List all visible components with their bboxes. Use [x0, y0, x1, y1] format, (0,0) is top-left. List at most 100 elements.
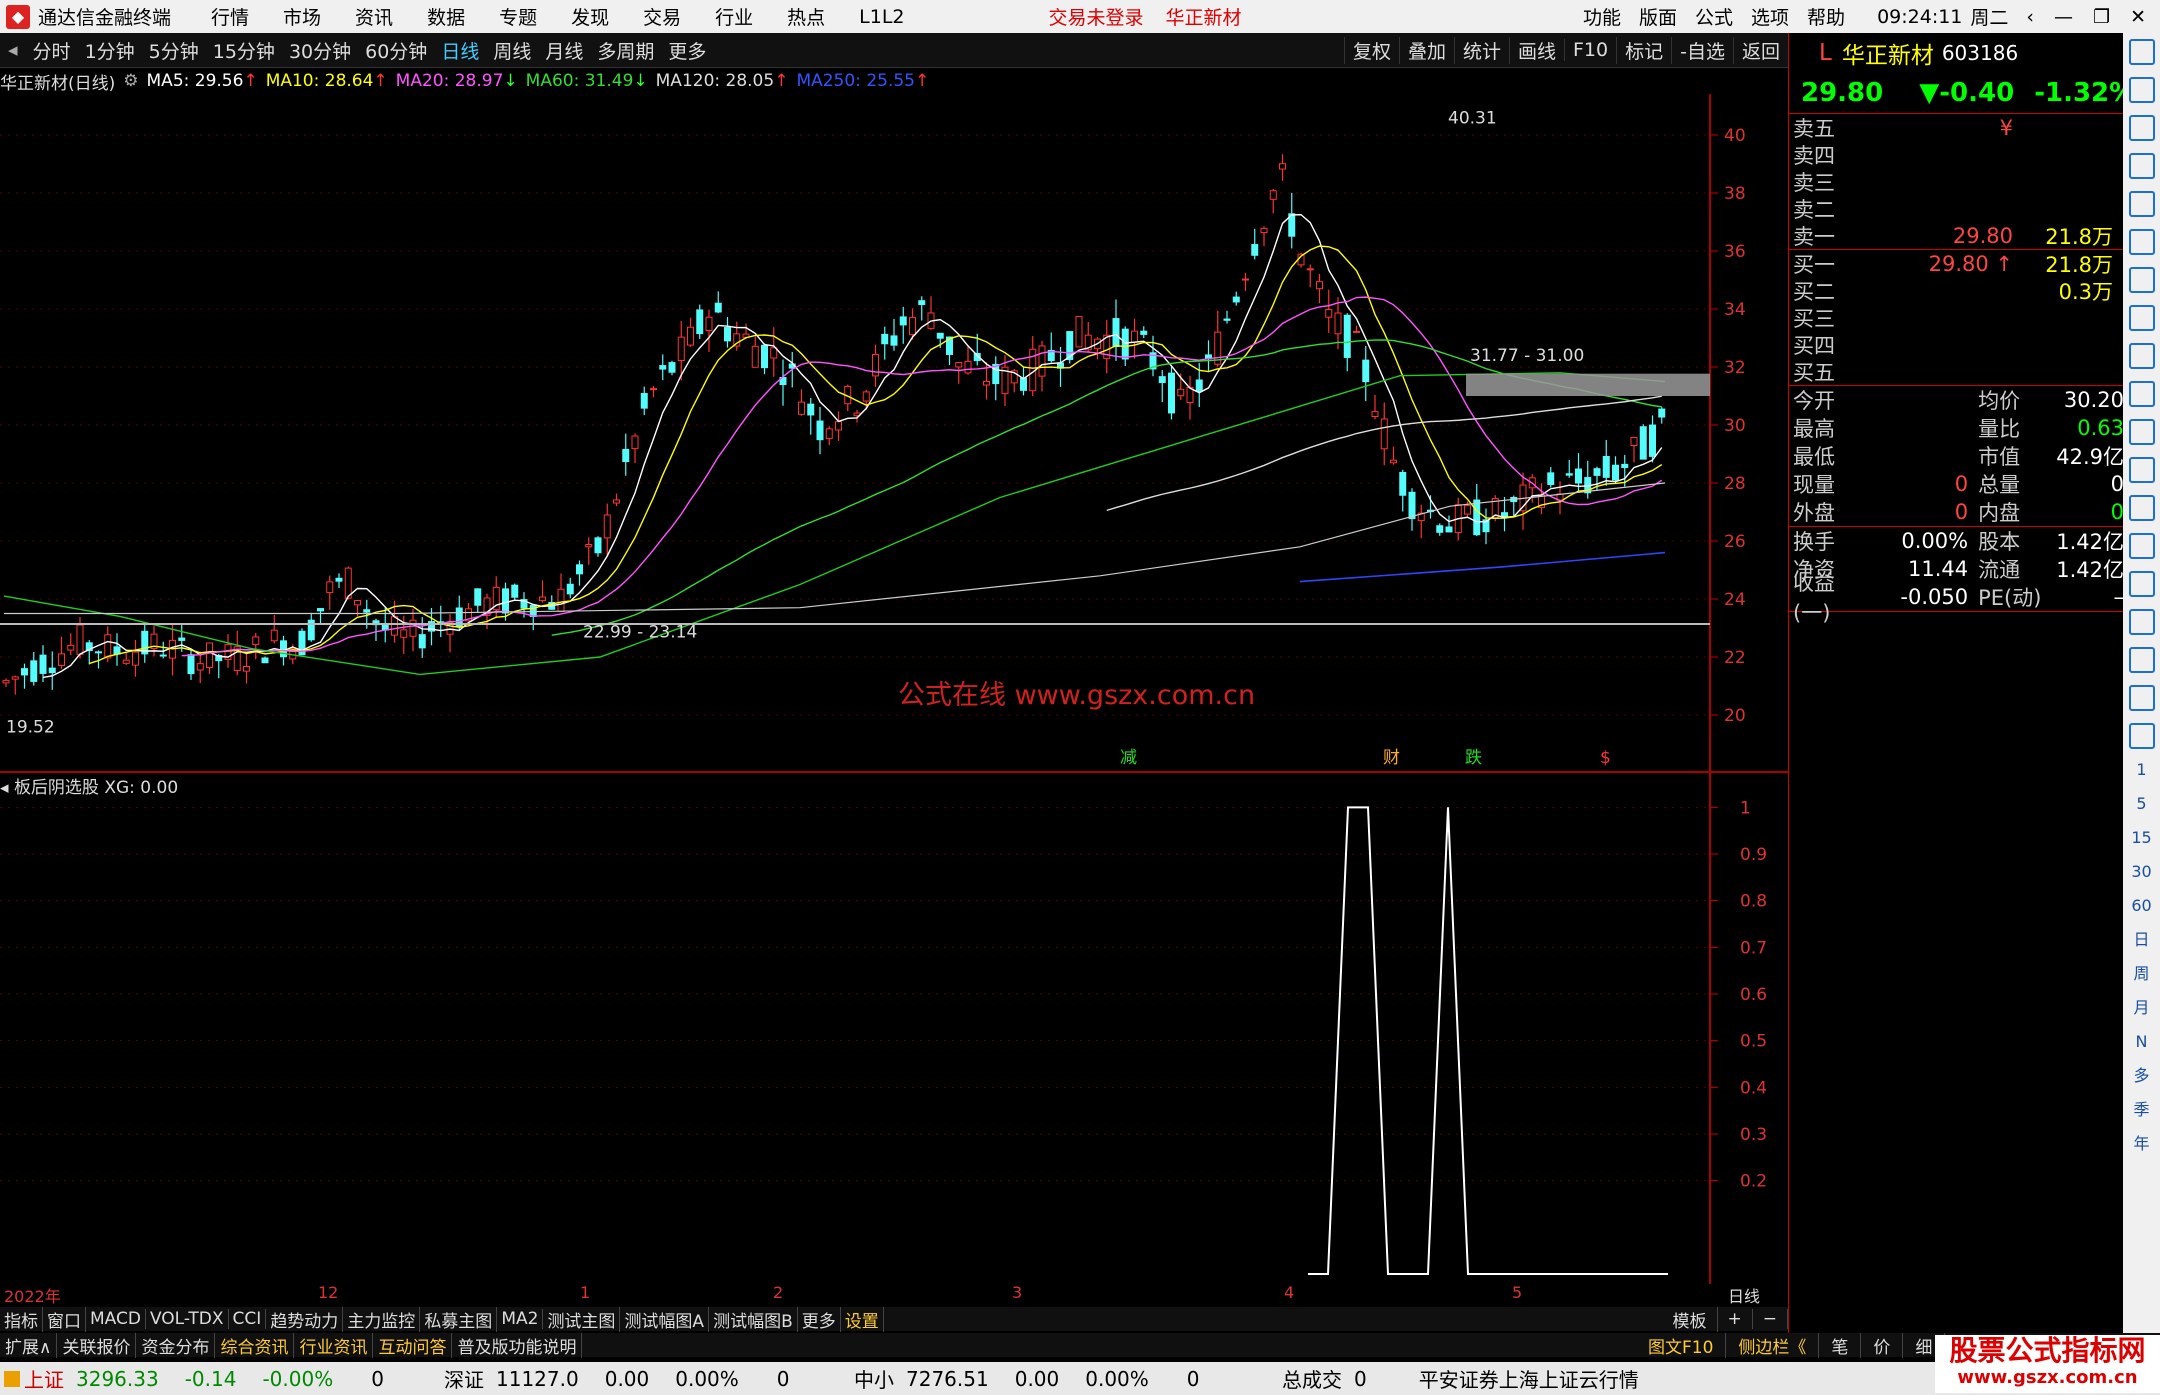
collapse-icon[interactable]: ◂ — [8, 39, 18, 61]
sell-row-3[interactable]: 卖二 — [1793, 195, 2124, 222]
toolbar-btn-4[interactable]: F10 — [1564, 39, 1616, 61]
indicator-tab-2[interactable]: MACD — [86, 1309, 146, 1329]
sidebar-tool-icon[interactable] — [2128, 419, 2155, 445]
sidebar-tool-icon[interactable] — [2128, 115, 2155, 141]
bottom-tab-4[interactable]: 行业资讯 — [294, 1332, 374, 1358]
bottom-tab-6[interactable]: 普及版功能说明 — [452, 1332, 583, 1358]
period-tab-5[interactable]: 60分钟 — [365, 40, 428, 63]
sidebar-period-4[interactable]: 60 — [2131, 896, 2152, 915]
buy-row-4[interactable]: 买五 — [1793, 358, 2124, 385]
period-tab-3[interactable]: 15分钟 — [212, 40, 275, 63]
bottom-right-tab-0[interactable]: 图文F10 — [1636, 1332, 1727, 1358]
sidebar-tool-icon[interactable] — [2128, 153, 2155, 179]
sidebar-tool-icon[interactable] — [2128, 533, 2155, 559]
menu-item-4[interactable]: 专题 — [499, 7, 538, 29]
restore-icon[interactable]: ❐ — [2093, 5, 2111, 28]
sell-row-0[interactable]: 卖五 ¥ — [1793, 114, 2124, 141]
menu-item-6[interactable]: 交易 — [643, 7, 682, 29]
sidebar-tool-icon[interactable] — [2128, 267, 2155, 293]
indicator-tab-11[interactable]: 测试幅图B — [709, 1306, 798, 1332]
period-tab-9[interactable]: 多周期 — [597, 40, 655, 63]
toolbar-btn-2[interactable]: 统计 — [1453, 36, 1509, 64]
period-tab-2[interactable]: 5分钟 — [148, 40, 199, 63]
index-2[interactable]: 中小 7276.51 0.00 0.00% 0 — [854, 1364, 1264, 1393]
indicator-tab-13[interactable]: 设置 — [841, 1306, 884, 1332]
bottom-tab-2[interactable]: 资金分布 — [136, 1332, 216, 1358]
period-tab-7[interactable]: 周线 — [493, 40, 532, 63]
right-menu-item-3[interactable]: 选项 — [1751, 7, 1790, 29]
tab-right-2[interactable]: − — [1753, 1309, 1788, 1329]
toolbar-btn-1[interactable]: 叠加 — [1398, 36, 1454, 64]
tab-right-0[interactable]: 模板 — [1663, 1306, 1718, 1332]
sidebar-period-8[interactable]: N — [2135, 1032, 2148, 1051]
indicator-tab-0[interactable]: 指标 — [0, 1306, 43, 1332]
sidebar-tool-icon[interactable] — [2128, 457, 2155, 483]
sidebar-period-3[interactable]: 30 — [2131, 862, 2152, 881]
sidebar-tool-icon[interactable] — [2128, 723, 2155, 749]
sidebar-tool-icon[interactable] — [2128, 191, 2155, 217]
index-1[interactable]: 深证 11127.0 0.00 0.00% 0 — [444, 1364, 854, 1393]
indicator-tab-8[interactable]: MA2 — [497, 1309, 544, 1329]
menu-item-2[interactable]: 资讯 — [355, 7, 394, 29]
bottom-right-tab-2[interactable]: 笔 — [1819, 1332, 1862, 1358]
sidebar-period-5[interactable]: 日 — [2133, 930, 2150, 949]
menu-item-8[interactable]: 热点 — [787, 7, 826, 29]
sidebar-period-10[interactable]: 季 — [2133, 1100, 2150, 1119]
buy-row-3[interactable]: 买四 — [1793, 331, 2124, 358]
sell-row-2[interactable]: 卖三 — [1793, 168, 2124, 195]
period-tab-1[interactable]: 1分钟 — [84, 40, 135, 63]
indicator-tab-5[interactable]: 趋势动力 — [266, 1306, 344, 1332]
settings-icon[interactable]: ⚙ — [123, 71, 139, 91]
right-menu-item-4[interactable]: 帮助 — [1807, 7, 1846, 29]
sidebar-period-1[interactable]: 5 — [2136, 794, 2147, 813]
tab-right-1[interactable]: + — [1718, 1309, 1753, 1329]
indicator-tab-6[interactable]: 主力监控 — [343, 1306, 421, 1332]
buy-row-1[interactable]: 买二 0.3万 — [1793, 277, 2124, 304]
back-icon[interactable]: ‹ — [2026, 5, 2035, 28]
indicator-tab-7[interactable]: 私募主图 — [420, 1306, 498, 1332]
bottom-right-tab-3[interactable]: 价 — [1861, 1332, 1904, 1358]
indicator-tab-4[interactable]: CCI — [229, 1309, 267, 1329]
kline-chart[interactable]: 20 22 24 26 28 30 32 34 36 38 40 40.31 19.52 22.99 - … — [0, 94, 1788, 1284]
sidebar-period-0[interactable]: 1 — [2136, 760, 2147, 779]
sidebar-tool-icon[interactable] — [2128, 495, 2155, 521]
right-menu-item-0[interactable]: 功能 — [1582, 7, 1621, 29]
stock-name[interactable]: 华正新材 — [1841, 43, 1934, 69]
bottom-tab-3[interactable]: 综合资讯 — [215, 1332, 295, 1358]
stock-notice[interactable]: 华正新材 — [1165, 7, 1242, 29]
sidebar-period-7[interactable]: 月 — [2133, 998, 2150, 1017]
buy-row-0[interactable]: 买一 29.80 ↑ 21.8万 — [1793, 250, 2124, 277]
sidebar-tool-icon[interactable] — [2128, 685, 2155, 711]
minimize-icon[interactable]: — — [2054, 5, 2074, 28]
sidebar-tool-icon[interactable] — [2128, 77, 2155, 103]
menu-item-5[interactable]: 发现 — [571, 7, 610, 29]
sidebar-tool-icon[interactable] — [2128, 571, 2155, 597]
indicator-tab-9[interactable]: 测试主图 — [543, 1306, 621, 1332]
sell-row-4[interactable]: 卖一 29.80 21.8万 — [1793, 222, 2124, 249]
toolbar-btn-5[interactable]: 标记 — [1616, 36, 1671, 64]
right-menu-item-1[interactable]: 版面 — [1639, 7, 1678, 29]
right-menu-item-2[interactable]: 公式 — [1695, 7, 1734, 29]
indicator-tab-3[interactable]: VOL-TDX — [146, 1309, 229, 1329]
sidebar-tool-icon[interactable] — [2128, 609, 2155, 635]
sidebar-period-6[interactable]: 周 — [2133, 964, 2150, 983]
sidebar-tool-icon[interactable] — [2128, 305, 2155, 331]
menu-item-0[interactable]: 行情 — [211, 7, 250, 29]
close-icon[interactable]: ✕ — [2130, 5, 2146, 28]
collapse-indicator-icon[interactable]: ◂ — [0, 778, 14, 798]
login-notice[interactable]: 交易未登录 — [1048, 7, 1144, 29]
sidebar-tool-icon[interactable] — [2128, 381, 2155, 407]
bottom-tab-1[interactable]: 关联报价 — [57, 1332, 137, 1358]
bottom-tab-5[interactable]: 互动问答 — [373, 1332, 453, 1358]
sidebar-tool-icon[interactable] — [2128, 39, 2155, 65]
bottom-right-tab-1[interactable]: 侧边栏《 — [1726, 1332, 1820, 1358]
menu-item-3[interactable]: 数据 — [427, 7, 466, 29]
sidebar-tool-icon[interactable] — [2128, 343, 2155, 369]
sidebar-period-9[interactable]: 多 — [2133, 1066, 2150, 1085]
sidebar-tool-icon[interactable] — [2128, 647, 2155, 673]
sidebar-period-11[interactable]: 年 — [2133, 1134, 2150, 1153]
menu-item-9[interactable]: L1L2 — [859, 5, 905, 28]
period-tab-10[interactable]: 更多 — [668, 40, 707, 63]
period-tab-6[interactable]: 日线 — [441, 40, 480, 63]
sell-row-1[interactable]: 卖四 — [1793, 141, 2124, 168]
